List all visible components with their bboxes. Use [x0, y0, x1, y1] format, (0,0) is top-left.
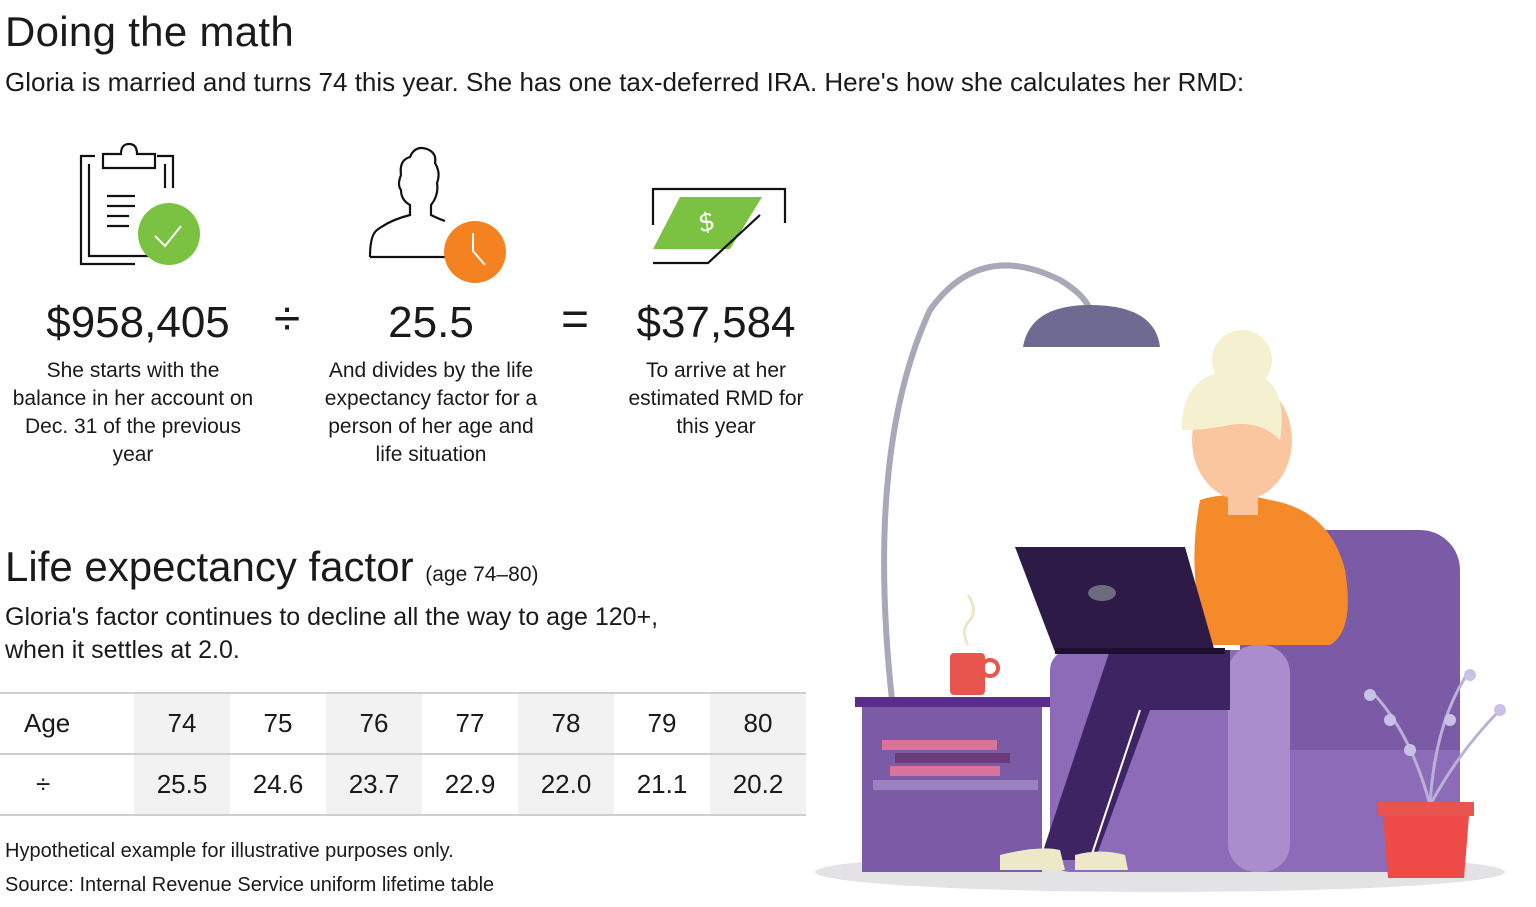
side-table — [855, 697, 1050, 872]
factor-cell: 21.1 — [636, 769, 688, 799]
potted-plant — [1364, 669, 1506, 878]
cash-dispense-icon: $ — [651, 187, 787, 265]
life-expectancy-table: Age 74 75 76 77 78 79 80 ÷ 25.5 24.6 23.… — [0, 692, 806, 816]
age-cell: 75 — [263, 708, 293, 738]
laptop — [1015, 547, 1225, 654]
factor-cell: 20.2 — [710, 754, 806, 815]
page-title: Doing the math — [5, 8, 295, 55]
row-label-age: Age — [24, 708, 71, 738]
factor-description: And divides by the life expectancy facto… — [324, 359, 538, 466]
factor-cell: 22.0 — [518, 754, 614, 815]
section-text: Gloria's factor continues to decline all… — [5, 603, 659, 664]
rmd-description: To arrive at her estimated RMD for this … — [628, 359, 804, 438]
rmd-value: $37,584 — [636, 298, 796, 347]
age-cell: 78 — [518, 693, 614, 754]
floor-lamp — [881, 262, 1160, 701]
age-range: (age 74–80) — [425, 563, 539, 586]
row-label-divide: ÷ — [36, 769, 51, 799]
section-title: Life expectancy factor (age 74–80) — [5, 543, 539, 591]
balance-value: $958,405 — [46, 298, 230, 347]
source-note: Source: Internal Revenue Service uniform… — [5, 874, 495, 896]
age-cell: 79 — [647, 708, 677, 738]
age-cell: 76 — [326, 693, 422, 754]
disclaimer: Hypothetical example for illustrative pu… — [5, 840, 454, 862]
clipboard-check-icon — [79, 142, 200, 266]
woman — [1000, 330, 1348, 870]
age-cell: 74 — [134, 693, 230, 754]
age-cell: 77 — [455, 708, 485, 738]
page-subtitle: Gloria is married and turns 74 this year… — [5, 67, 1245, 97]
factor-cell: 23.7 — [326, 754, 422, 815]
factor-cell: 24.6 — [252, 769, 304, 799]
equals-operator: = — [560, 293, 590, 346]
table-row-factor: ÷ 25.5 24.6 23.7 22.9 22.0 21.1 20.2 — [0, 754, 806, 815]
table-row-age: Age 74 75 76 77 78 79 80 — [0, 693, 806, 754]
woman-laptop-illustration — [815, 262, 1506, 892]
balance-description: She starts with the balance in her accou… — [12, 359, 254, 466]
coffee-mug — [950, 594, 1000, 695]
section-title-text: Life expectancy factor — [5, 543, 414, 590]
divide-operator: ÷ — [273, 293, 301, 346]
age-cell: 80 — [710, 693, 806, 754]
factor-cell: 25.5 — [134, 754, 230, 815]
factor-cell: 22.9 — [444, 769, 496, 799]
person-clock-icon — [368, 146, 506, 283]
factor-value: 25.5 — [388, 298, 474, 347]
